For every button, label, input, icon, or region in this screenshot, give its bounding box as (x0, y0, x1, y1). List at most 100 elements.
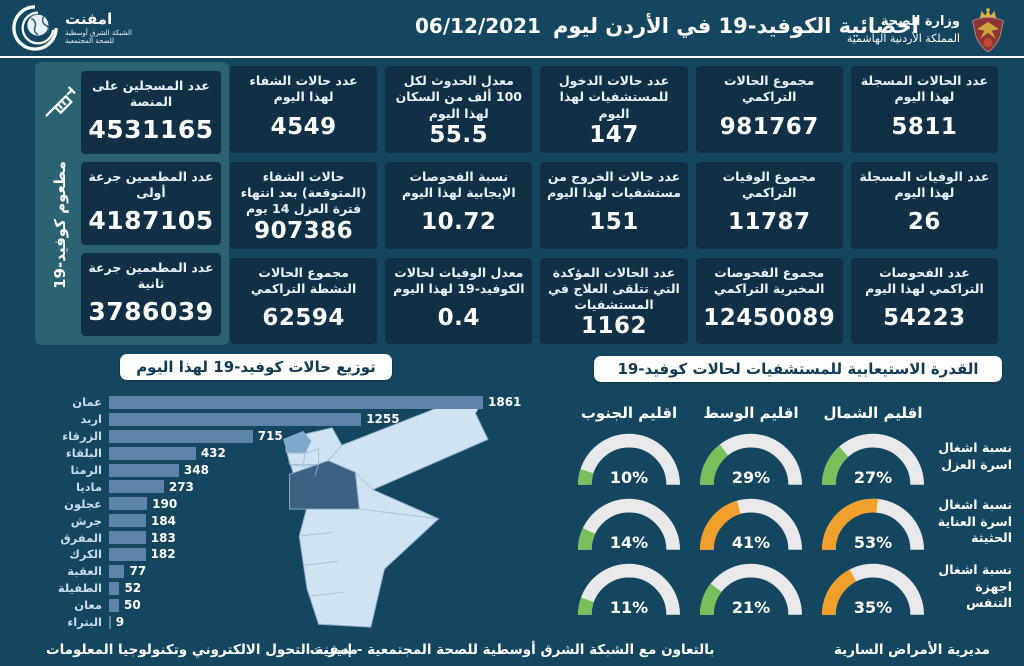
stat-value: 151 (589, 209, 639, 236)
bar-label: الزرقاء (62, 429, 102, 444)
gauge-value: 11% (609, 598, 649, 617)
ministry-subtitle: المملكة الأردنية الهاشمية (846, 32, 960, 46)
bar (109, 531, 146, 545)
bar-row: الزرقاء 715 (30, 428, 550, 445)
gauge-row-label-icu-beds: نسبة اشغال اسرة العناية الحثيثة (937, 496, 1012, 546)
bar-label: العقبة (67, 564, 102, 579)
bar-label: البلقاء (65, 446, 102, 461)
stat-card: نسبة الفحوصات الإيجابية لهذا اليوم 10.72 (385, 161, 533, 249)
bar-row: ماديا 273 (30, 478, 550, 495)
gauge-icu-north: 53% (812, 490, 934, 554)
stat-label: حالات الشفاء (المتوقعة) بعد انتهاء فترة … (240, 168, 367, 217)
vaccinated-covid19-vertical-label: مطعوم كوفيد-19 (51, 160, 69, 289)
bar-value: 52 (124, 581, 142, 596)
gauge-value: 14% (609, 533, 649, 552)
stat-value: 54223 (883, 305, 966, 332)
bar (109, 395, 483, 409)
bar-label: جرش (70, 513, 102, 528)
stat-label: عدد حالات الخروج من مستشفيات لهذا اليوم (547, 168, 681, 200)
report-date: 06/12/2021 (415, 14, 541, 38)
bar-label: عمان (72, 395, 102, 410)
stat-value: 12450089 (703, 305, 836, 332)
bar (109, 412, 362, 426)
bottom-section: توزيع حالات كوفيد-19 لهذا اليوم عمان 1861… (0, 352, 1024, 666)
bar-value: 190 (152, 496, 178, 511)
gauge-ventilators-north: 35% (812, 555, 934, 619)
bar-value: 1861 (488, 395, 522, 410)
stat-label: عدد الوفيات المسجلة لهذا اليوم (859, 168, 990, 200)
stat-label: عدد الفحوصات التراكمي لهذا اليوم (865, 264, 984, 296)
gauge-value: 53% (853, 533, 893, 552)
bar-row: الطفيلة 52 (30, 580, 550, 597)
bar-row: معان 50 (30, 597, 550, 614)
bar-value: 1255 (366, 412, 400, 427)
gauge-icu-south: 14% (568, 490, 690, 554)
vaccine-card-first-dose: عدد المطعمين جرعة أولى 4187105 (81, 162, 221, 245)
footer-communicable-diseases: مديرية الأمراض السارية (833, 642, 990, 658)
gauge-value: 41% (731, 533, 771, 552)
stat-card: عدد الوفيات المسجلة لهذا اليوم 26 (850, 161, 998, 249)
stat-label: عدد المسجلين على المنصة (92, 78, 210, 110)
header: امفنت الشبكة الشرق أوسطية للصحة المجتمعي… (0, 0, 1024, 58)
gauge-ventilators-south: 11% (568, 555, 690, 619)
stat-card: مجموع الفحوصات المخبرية التراكمي 12450089 (695, 257, 843, 345)
map-region-amman (289, 460, 360, 510)
stat-label: مجموع الوفيات التراكمي (722, 168, 816, 200)
stat-card: مجموع الحالات النشطة التراكمي 62594 (230, 257, 378, 345)
bar-label: اربد (80, 412, 102, 427)
ministry-block: وزارة الصحة المملكة الأردنية الهاشمية (847, 6, 1008, 54)
stat-label: مجموع الحالات النشطة التراكمي (250, 264, 357, 296)
bar-row: البتراء 9 (30, 614, 550, 631)
bar (109, 429, 253, 443)
gauge-value: 21% (731, 598, 771, 617)
stat-card: عدد الفحوصات التراكمي لهذا اليوم 54223 (850, 257, 998, 345)
bar-row: عجلون 190 (30, 495, 550, 512)
bar-value: 715 (257, 429, 283, 444)
syringe-icon (45, 86, 76, 117)
bar-row: الرمثا 348 (30, 462, 550, 479)
jordan-coat-of-arms-icon (972, 8, 1004, 53)
brand-line1: الشبكة الشرق أوسطية (65, 28, 132, 37)
bar-value: 184 (150, 513, 177, 528)
vaccine-card-second-dose: عدد المطعمين جرعة ثانية 3786039 (81, 253, 221, 336)
stat-value: 4187105 (88, 206, 214, 236)
stat-value: 907386 (254, 217, 354, 244)
bar-value: 77 (129, 564, 147, 579)
stat-label: مجموع الفحوصات المخبرية التراكمي (714, 264, 825, 296)
gauge-value: 27% (853, 468, 893, 487)
stat-label: معدل الحدوث لكل 100 ألف من السكان لهذا ا… (395, 73, 522, 121)
region-header-north: اقليم الشمال (823, 404, 923, 422)
gauge-row-label-ventilators: نسبة اشغال اجهزة التنفس (938, 561, 1012, 611)
bar-value: 183 (150, 530, 176, 545)
bar-label: المفرق (60, 530, 102, 545)
stat-value: 4549 (270, 113, 337, 140)
bar-label: ماديا (76, 479, 102, 494)
stats-grid: عدد الحالات المسجلة لهذا اليوم 5811 مجموع… (230, 66, 998, 345)
stat-value: 3786039 (88, 297, 214, 327)
map-region-irbid (283, 431, 312, 454)
bar-value: 348 (183, 463, 209, 477)
stat-value: 55.5 (429, 121, 489, 148)
stat-value: 11787 (727, 209, 811, 236)
gauge-isolation-south: 10% (568, 425, 690, 489)
bar-label: معان (74, 598, 102, 613)
stat-value: 62594 (262, 305, 345, 332)
region-header-south: اقليم الجنوب (580, 404, 678, 422)
bar-label: عجلون (64, 496, 102, 511)
stat-label: عدد حالات الدخول للمستشفيات لهذا اليوم (558, 73, 670, 121)
gauge-ventilators-middle: 21% (690, 555, 812, 619)
governorate-bar-chart: عمان 1861 اربد 1255 الزرقاء 715 البلقاء 432 … (30, 394, 550, 630)
bar-label: الطفيلة (57, 581, 102, 596)
bar-row: عمان 1861 (30, 394, 550, 411)
bar-value: 50 (124, 598, 141, 613)
hospital-capacity-gauges: اقليم الجنوب اقليم الوسط اقليم الشمال 10… (568, 394, 1016, 619)
map-internal-borders (287, 444, 439, 597)
emphnet-logo: امفنت الشبكة الشرق أوسطية للصحة المجتمعي… (12, 5, 132, 51)
stat-card: مجموع الوفيات التراكمي 11787 (695, 161, 843, 249)
ministry-title: وزارة الصحة (880, 13, 960, 29)
gauge-isolation-middle: 29% (690, 425, 812, 489)
bar-row: البلقاء 432 (30, 445, 550, 462)
stat-value: 147 (589, 121, 639, 148)
stat-value: 981767 (719, 113, 819, 140)
gauge-isolation-north: 27% (812, 425, 934, 489)
